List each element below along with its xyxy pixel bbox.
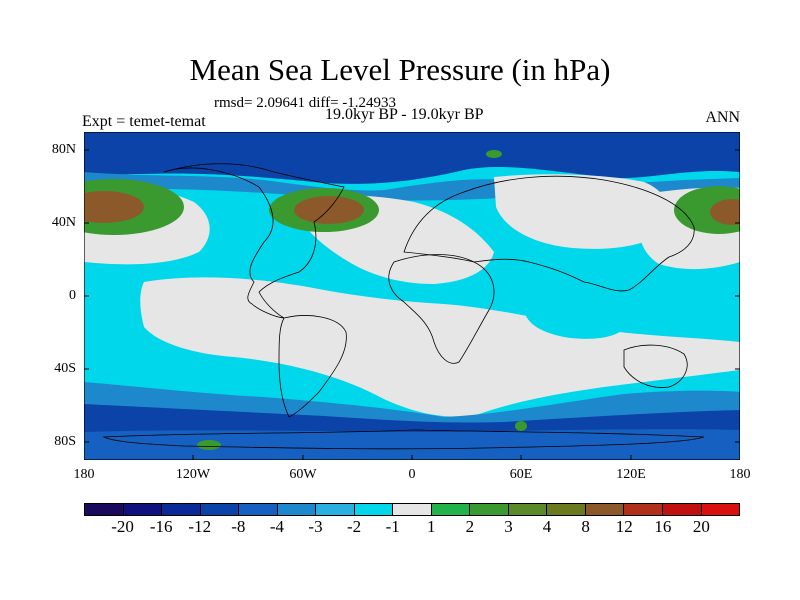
axis-ticks <box>84 149 740 460</box>
colorbar-label: -3 <box>308 517 323 536</box>
colorbar-swatch <box>277 504 317 515</box>
stats-text: rmsd= 2.09641 diff= -1.24933 <box>214 95 397 111</box>
colorbar-swatch <box>354 504 394 515</box>
colorbar-swatch <box>701 504 740 515</box>
colorbar-label: -1 <box>385 517 400 536</box>
lat-label: 0 <box>69 288 76 303</box>
colorbar-label: -12 <box>188 517 212 536</box>
lon-label: 60E <box>509 467 533 482</box>
colorbar-swatch <box>123 504 163 515</box>
colorbar-swatch <box>393 504 432 515</box>
colorbar-label: -8 <box>231 517 246 536</box>
colorbar-label: 20 <box>692 517 710 536</box>
colorbar-swatch <box>508 504 548 515</box>
colorbar-label: 12 <box>615 517 633 536</box>
neutral-region <box>140 277 740 417</box>
colorbar-swatch <box>239 504 278 515</box>
north-america-coastline <box>163 163 345 319</box>
colorbar-swatch <box>662 504 702 515</box>
lon-label: 180 <box>73 467 95 482</box>
high-pressure-spot <box>486 150 502 158</box>
colorbar-swatch <box>162 504 201 515</box>
colorbar-swatch <box>431 504 471 515</box>
colorbar-swatch <box>200 504 240 515</box>
lon-label: 120W <box>175 467 211 482</box>
lon-label: 60W <box>289 467 317 482</box>
colorbar-label: 1 <box>427 517 436 536</box>
high-pressure-core <box>710 199 740 225</box>
colorbar-swatch <box>624 504 663 515</box>
figure-title: Mean Sea Level Pressure (in hPa) <box>189 52 611 87</box>
high-pressure-spot <box>515 421 527 431</box>
season-label: ANN <box>705 109 740 126</box>
australia-coastline <box>623 344 688 388</box>
coastlines <box>102 163 705 450</box>
colorbar-swatch <box>85 504 124 515</box>
high-pressure-core <box>84 191 144 223</box>
lon-label: 180 <box>729 467 751 482</box>
colorbar-label: -2 <box>347 517 362 536</box>
colorbar-label: -4 <box>269 517 285 536</box>
africa-coastline <box>388 254 495 364</box>
antarctic-band <box>84 429 740 460</box>
colorbar <box>84 503 740 516</box>
south-america-coastline <box>278 315 347 418</box>
high-pressure-core <box>294 196 364 224</box>
colorbar-labels: -20 -16 -12 -8 -4 -3 -2 -1 1 2 3 4 8 12 16 20 <box>84 517 740 541</box>
lat-label: 80S <box>54 434 76 449</box>
colorbar-label: -16 <box>149 517 173 536</box>
colorbar-label: 16 <box>654 517 672 536</box>
neutral-region <box>494 174 669 249</box>
high-pressure-spot <box>197 440 221 450</box>
colorbar-label: -20 <box>111 517 134 536</box>
pressure-map <box>84 132 740 460</box>
colorbar-label: 8 <box>581 517 590 536</box>
lat-label: 80N <box>51 142 76 157</box>
lat-label: 40S <box>54 361 76 376</box>
lon-label: 120E <box>616 467 646 482</box>
lat-label: 40N <box>51 215 76 230</box>
colorbar-label: 4 <box>542 517 552 536</box>
lon-label: 0 <box>408 467 416 482</box>
colorbar-label: 3 <box>504 517 513 536</box>
period-label: 19.0kyr BP - 19.0kyr BP <box>325 106 484 123</box>
colorbar-label: 2 <box>465 517 475 536</box>
arctic-low-region <box>84 132 740 184</box>
antarctica-coastline <box>102 429 705 450</box>
experiment-label: Expt = temet-temat <box>82 113 206 130</box>
eurasia-coastline <box>403 175 695 292</box>
colorbar-swatch <box>585 504 625 515</box>
colorbar-swatch <box>547 504 586 515</box>
minus1-region <box>524 305 629 339</box>
colorbar-swatch <box>470 504 509 515</box>
colorbar-swatch <box>316 504 355 515</box>
